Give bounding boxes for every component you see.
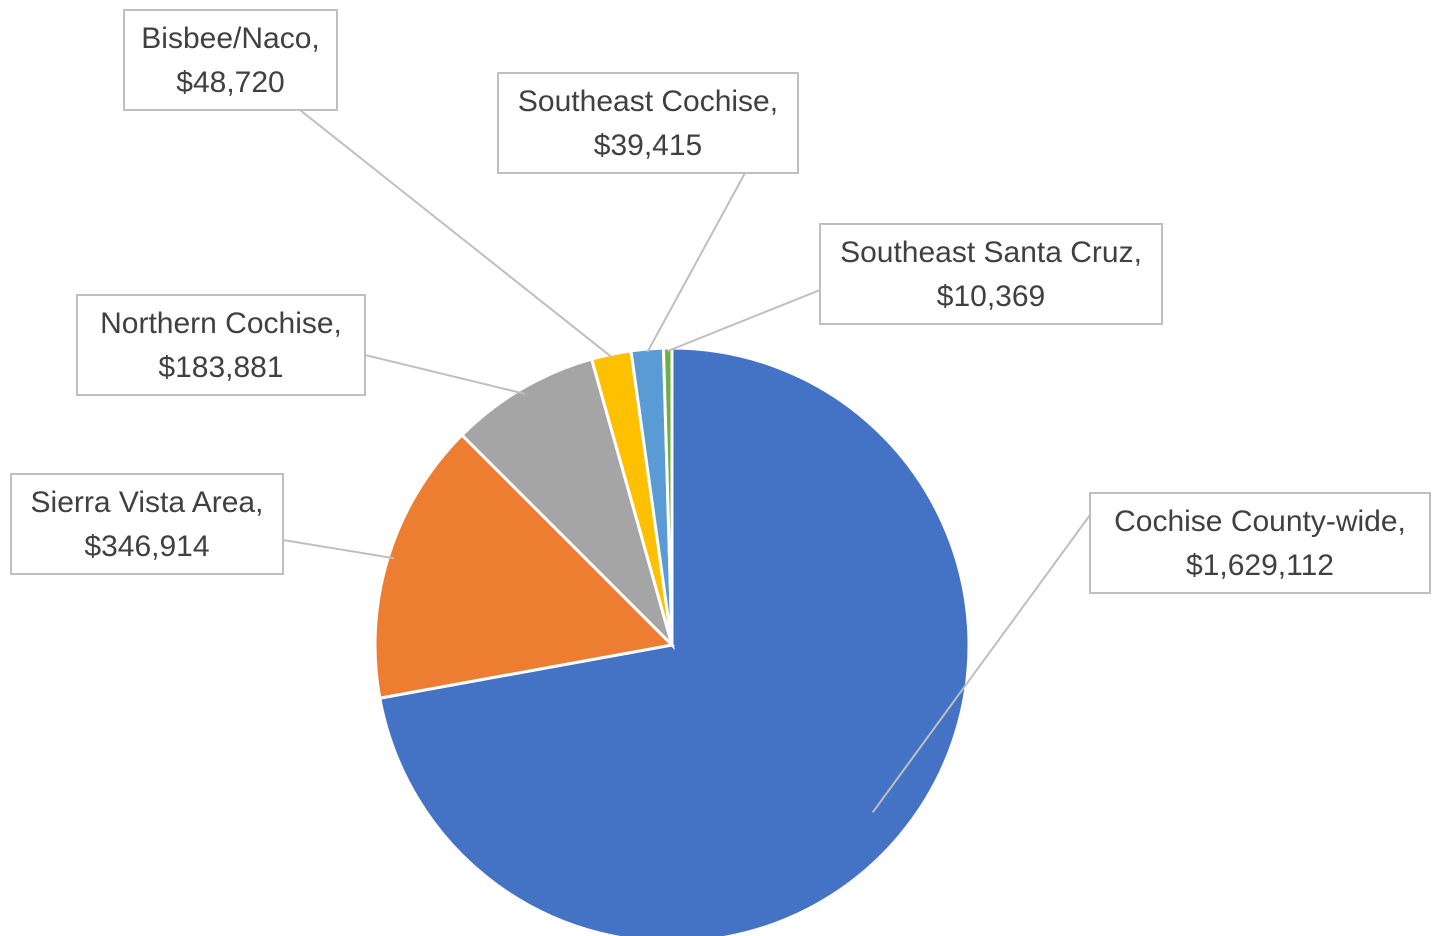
value-label: $1,629,112 bbox=[1186, 549, 1334, 582]
category-label: Sierra Vista Area, bbox=[31, 486, 264, 519]
label-box bbox=[819, 223, 1163, 325]
category-label: Cochise County-wide, bbox=[1114, 505, 1406, 538]
pie-slice bbox=[459, 357, 675, 651]
label-box bbox=[76, 294, 366, 396]
category-label: Northern Cochise, bbox=[100, 307, 342, 340]
leader-line bbox=[667, 289, 821, 352]
leader-line bbox=[646, 172, 746, 353]
value-label: $346,914 bbox=[84, 530, 209, 563]
pie-slice bbox=[661, 346, 674, 646]
leader-line bbox=[871, 514, 1091, 814]
label-box bbox=[1089, 492, 1431, 594]
value-label: $48,720 bbox=[176, 66, 284, 99]
category-label: Southeast Cochise, bbox=[518, 85, 778, 118]
pie-slice bbox=[378, 346, 971, 936]
leader-line bbox=[299, 109, 613, 358]
leader-line bbox=[282, 539, 395, 560]
category-label: Bisbee/Naco, bbox=[141, 22, 319, 55]
label-box bbox=[123, 9, 338, 111]
label-box bbox=[497, 72, 799, 174]
value-label: $10,369 bbox=[937, 280, 1045, 313]
label-box bbox=[10, 473, 284, 575]
category-label: Southeast Santa Cruz, bbox=[840, 236, 1142, 269]
value-label: $39,415 bbox=[594, 129, 702, 162]
leader-line bbox=[364, 354, 526, 395]
value-label: $183,881 bbox=[158, 351, 283, 384]
